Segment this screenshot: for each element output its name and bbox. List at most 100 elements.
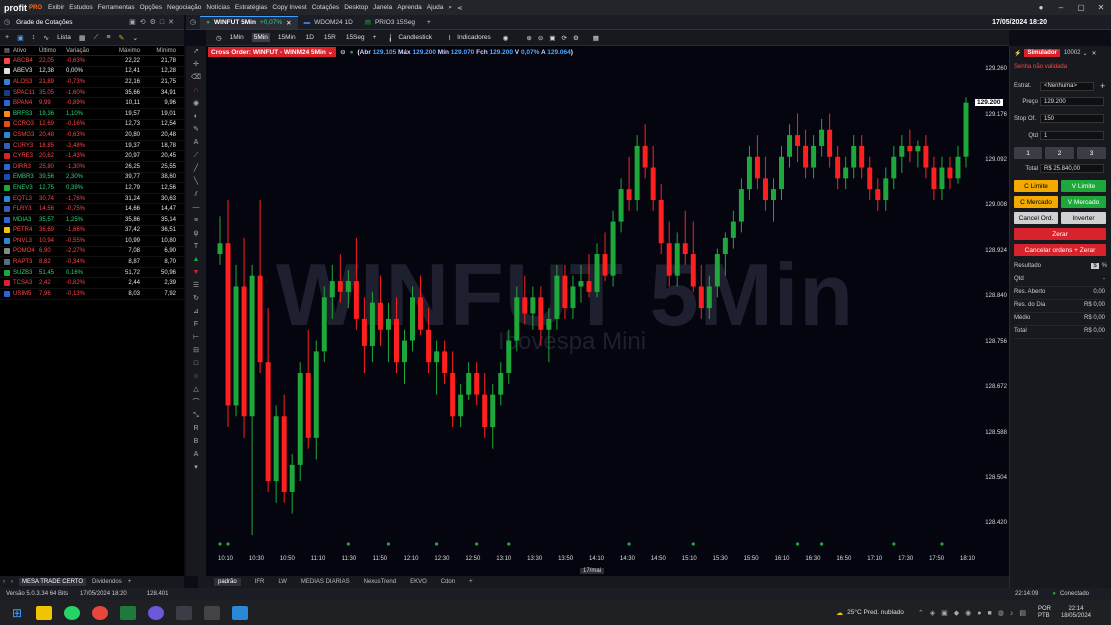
menu-ajuda[interactable]: Ajuda <box>426 4 444 11</box>
invert-button[interactable]: Inverter <box>1061 212 1106 224</box>
next-icon[interactable]: › <box>11 579 13 585</box>
timeframe-15r[interactable]: 15R <box>323 34 336 41</box>
more-icon[interactable]: ⌄ <box>132 34 139 42</box>
add-tab-button[interactable]: + <box>469 579 473 585</box>
table-row[interactable]: PETR4 36,69 -1,66% 37,42 36,51 <box>0 226 184 237</box>
settings-icon[interactable]: ⚙ <box>572 34 579 42</box>
eye-icon[interactable]: ◉ <box>502 34 509 42</box>
avatar[interactable]: ● <box>1038 3 1044 12</box>
pitchfork-icon[interactable]: ψ <box>193 230 199 237</box>
close-icon[interactable]: ✕ <box>1091 50 1097 57</box>
table-row[interactable]: ALOS3 21,89 -0,73% 22,16 21,75 <box>0 77 184 88</box>
trendline-icon[interactable]: ╱ <box>193 165 199 172</box>
triangle-icon[interactable]: △ <box>193 386 199 393</box>
scroll-down-icon[interactable]: ▾ <box>194 464 198 471</box>
table-row[interactable]: CURY3 18,85 -2,48% 19,37 18,78 <box>0 141 184 152</box>
sell-market-button[interactable]: V Mercado <box>1061 196 1106 208</box>
add-tab-button[interactable]: + <box>427 18 431 26</box>
tab-ifr[interactable]: IFR <box>254 579 265 585</box>
menu-negociacao[interactable]: Negociação <box>167 4 202 11</box>
currency-toggle[interactable]: $ <box>1091 263 1099 269</box>
table-row[interactable]: FLRY3 14,56 -0,75% 14,66 14,47 <box>0 204 184 215</box>
menu-ferramentas[interactable]: Ferramentas <box>97 4 135 11</box>
add-strategy-icon[interactable]: + <box>1100 81 1106 91</box>
wave-icon[interactable]: ∿ <box>43 34 50 42</box>
share-icon[interactable]: ⋖ <box>457 4 463 12</box>
menu-desktop[interactable]: Desktop <box>344 4 369 11</box>
menu-estudos[interactable]: Estudos <box>69 4 93 11</box>
col-ultimo[interactable]: Último <box>39 47 57 54</box>
maximize-icon[interactable]: ▢ <box>1077 3 1085 12</box>
strategy-select[interactable]: <Nenhuma> <box>1040 81 1094 91</box>
table-row[interactable]: BRFS3 19,36 1,10% 19,57 19,01 <box>0 109 184 120</box>
close-icon[interactable]: ✕ <box>1097 3 1105 12</box>
tab-wdom24-1d[interactable]: ▬ WDOM24 1D <box>298 16 359 29</box>
text-tool-icon[interactable]: T <box>193 243 199 250</box>
table-row[interactable]: ENEV3 12,75 0,39% 12,79 12,56 <box>0 183 184 194</box>
table-icon[interactable]: ▦ <box>78 34 86 42</box>
timeframe-5min[interactable]: 5Min <box>251 33 270 42</box>
cancel-orders-button[interactable]: Cancel Ord. <box>1014 212 1058 224</box>
file-explorer-icon[interactable] <box>36 605 53 620</box>
tab-mesa-trade-certo[interactable]: MESA TRADE CERTO <box>19 578 87 586</box>
menu-aprenda[interactable]: Aprenda <box>397 4 422 11</box>
magnet-icon[interactable]: ∩ <box>193 87 199 94</box>
time-axis[interactable]: 10:10 10:30 10:50 11:10 11:30 11:50 12:10 12:30… <box>206 556 976 576</box>
search-icon[interactable]: ⌕ <box>448 3 453 11</box>
add-tab-button[interactable]: + <box>127 579 132 585</box>
table-row[interactable]: TCSA3 2,42 -0,82% 2,44 2,39 <box>0 278 184 290</box>
sort-icon[interactable]: ↕ <box>31 34 36 41</box>
ray-icon[interactable]: ╲ <box>193 178 199 185</box>
zoom-in-icon[interactable]: ⊕ <box>526 34 532 42</box>
menu-noticias[interactable]: Notícias <box>206 4 230 11</box>
table-row[interactable]: PNVL3 10,94 -0,55% 10,99 10,80 <box>0 236 184 247</box>
tab-winfut-5min[interactable]: ● WINFUT 5Min +0,07% ✕ <box>200 15 298 29</box>
qty-2-button[interactable]: 2 <box>1045 147 1074 159</box>
range-icon[interactable]: ⊟ <box>193 347 199 354</box>
channel-icon[interactable]: ⫽ <box>194 191 198 198</box>
panel-controls-icon[interactable]: ▣⟲⚙□✕ <box>129 19 178 26</box>
table-row[interactable]: CYRE3 20,62 -1,43% 20,97 20,45 <box>0 151 184 162</box>
measure-icon[interactable]: ⊢ <box>192 334 200 341</box>
table-row[interactable]: ABEV3 12,38 0,00% 12,41 12,28 <box>0 67 184 78</box>
percent-toggle[interactable]: % <box>1101 263 1107 269</box>
indicators-button[interactable]: Indicadores <box>457 34 491 41</box>
language-indicator[interactable]: POR PTB <box>1038 606 1051 620</box>
r-icon[interactable]: R <box>193 425 199 432</box>
eye-icon[interactable]: ◉ <box>192 100 200 107</box>
chart-type-button[interactable]: Candlestick <box>398 34 432 41</box>
buy-market-button[interactable]: C Mercado <box>1014 196 1058 208</box>
col-maximo[interactable]: Máximo <box>118 47 140 54</box>
text-icon[interactable]: A <box>193 139 199 146</box>
refresh-icon[interactable]: ⟳ <box>561 34 567 42</box>
buy-limit-button[interactable]: C Limite <box>1014 180 1058 192</box>
table-row[interactable]: EQTL3 30,74 -1,76% 31,24 30,63 <box>0 194 184 205</box>
eraser-icon[interactable]: ⌫ <box>191 74 201 81</box>
tray-icons[interactable]: ⌃◈▣◆◉●■◍♪▤ <box>917 609 1032 617</box>
prev-icon[interactable]: ‹ <box>3 579 5 585</box>
timeframe-15seg[interactable]: 15Seg <box>345 34 365 41</box>
timeframe-1min[interactable]: 1Min <box>229 34 244 41</box>
add-timeframe-icon[interactable]: + <box>372 34 377 41</box>
collapse-icon[interactable]: ⊖ <box>340 49 346 56</box>
list-button[interactable]: Lista <box>57 34 71 41</box>
table-row[interactable]: ABCB4 22,05 -0,63% 22,22 21,78 <box>0 56 184 67</box>
tab-lw[interactable]: LW <box>278 579 287 585</box>
calculator-icon[interactable] <box>204 605 221 620</box>
password-status[interactable]: Senha não validada <box>1014 64 1068 70</box>
tab-ekvo[interactable]: EKVO <box>410 579 427 585</box>
account-select[interactable]: 10002 <box>1063 50 1081 56</box>
crosshair-icon[interactable]: ✛ <box>193 61 199 68</box>
col-ativo[interactable]: Ativo <box>13 47 27 54</box>
calendar-icon[interactable]: ◷ <box>216 34 222 42</box>
sell-limit-button[interactable]: V Limite <box>1061 180 1106 192</box>
qty-1-button[interactable]: 1 <box>1014 147 1042 159</box>
a-icon[interactable]: A <box>193 451 199 458</box>
fib-fan-icon[interactable]: ⊿ <box>193 308 199 315</box>
close-icon[interactable]: ✕ <box>286 19 292 27</box>
tab-medias-diarias[interactable]: MEDIAS DIARIAS <box>300 579 350 585</box>
table-row[interactable]: CSMG3 20,48 -0,63% 20,80 20,48 <box>0 130 184 141</box>
hline-icon[interactable]: — <box>192 204 200 211</box>
lines-icon[interactable]: ☰ <box>192 282 200 289</box>
menu-janela[interactable]: Janela <box>373 4 393 11</box>
